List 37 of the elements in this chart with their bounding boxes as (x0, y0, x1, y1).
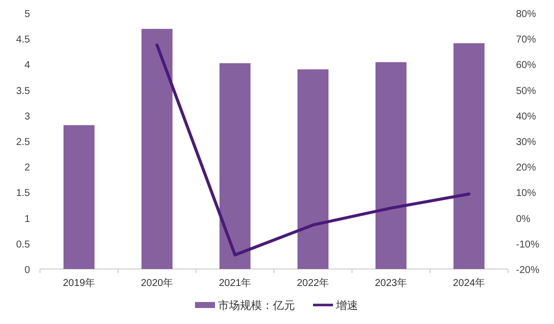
y2-tick-label: 80% (516, 9, 536, 20)
y2-tick-label: -10% (516, 239, 540, 250)
y-tick-label: 1 (24, 214, 30, 225)
y2-tick-label: 0% (516, 214, 531, 225)
x-tick-label: 2019年 (62, 277, 96, 289)
bar (142, 28, 172, 269)
y2-tick-label: 50% (516, 86, 536, 97)
line-series (156, 44, 470, 256)
y2-tick-label: 10% (516, 188, 536, 200)
y-tick-label: 2.5 (16, 137, 30, 148)
bar (298, 69, 328, 269)
x-tick-label: 2022年 (296, 277, 330, 289)
legend-label: 市场规模：亿元 (218, 299, 295, 312)
y-tick-label: 0 (24, 265, 30, 276)
y-tick-label: 4 (24, 60, 30, 72)
y2-tick-label: 40% (516, 111, 536, 122)
y-tick-label: 3.5 (16, 86, 30, 97)
bar (64, 125, 94, 269)
y-tick-label: 1.5 (16, 188, 30, 200)
x-tick-label: 2024年 (452, 277, 486, 289)
y2-tick-label: 60% (516, 60, 536, 72)
x-tick-label: 2021年 (218, 277, 252, 289)
x-tick-label: 2020年 (140, 277, 174, 289)
y-tick-label: 0.5 (16, 239, 30, 250)
y-tick-label: 2 (24, 162, 30, 174)
legend-label: 增速 (335, 299, 358, 312)
y-tick-label: 3 (24, 111, 30, 122)
y2-tick-label: -20% (516, 265, 540, 276)
y-tick-label: 4.5 (16, 34, 30, 46)
y2-tick-label: 30% (516, 137, 536, 148)
bar (220, 63, 250, 269)
y-tick-label: 5 (24, 9, 30, 20)
bar (454, 43, 484, 269)
y2-tick-label: 20% (516, 162, 536, 174)
x-tick-label: 2023年 (374, 277, 408, 289)
y2-tick-label: 70% (516, 34, 536, 46)
bar (376, 62, 406, 269)
